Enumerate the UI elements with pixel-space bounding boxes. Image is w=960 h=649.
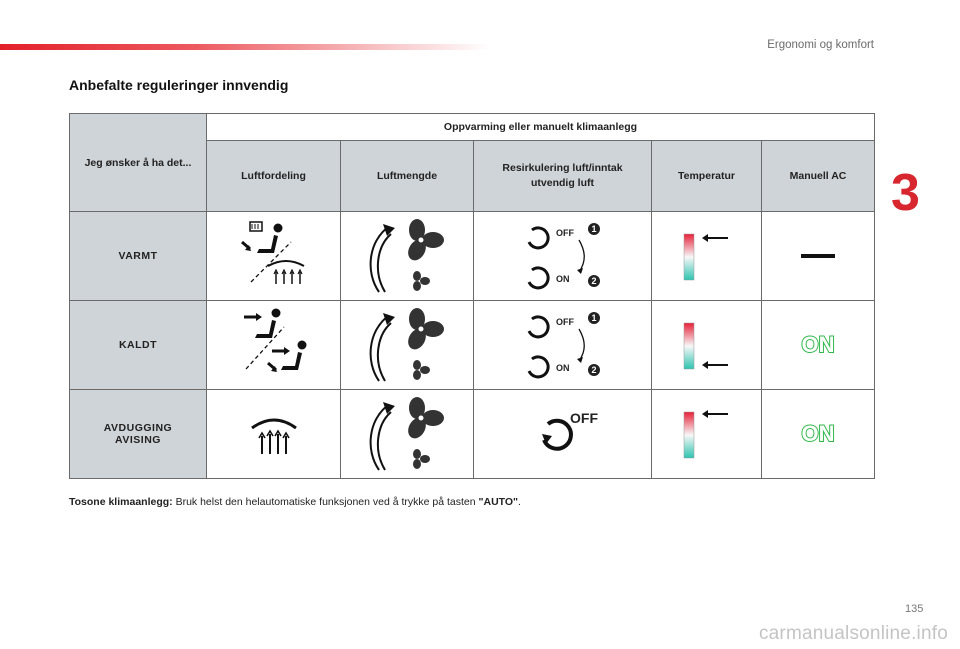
recirc-on-label: ON [556, 274, 570, 284]
table-row: KALDT [69, 300, 875, 390]
recirc-off-demist: OFF [474, 390, 652, 478]
col-header-recirculation: Resirkulering luft/inntak utvendig luft [473, 140, 652, 212]
air-flow-cold-cell [340, 300, 474, 390]
table-row: AVDUGGING AVISING [69, 389, 875, 479]
recirculation-icon [527, 226, 585, 290]
air-flow-warm-cell [340, 211, 474, 301]
air-distribution-cold-cell [206, 300, 341, 390]
recirculation-demist-cell: OFF [473, 389, 652, 479]
ac-on-label: ON [801, 420, 836, 447]
row-label-demist-line1: AVDUGGING [103, 422, 173, 434]
note-end: . [518, 496, 521, 508]
temperature-cold-cell [651, 300, 762, 390]
page-number: 135 [905, 603, 924, 615]
note-text: Bruk helst den helautomatiske funksjonen… [172, 496, 479, 508]
recirculation-icon [527, 315, 585, 379]
ac-on-label: ON [801, 331, 836, 358]
note-auto-key: "AUTO" [478, 496, 519, 508]
col-header-manual-ac: Manuell AC [761, 140, 875, 212]
temperature-warm-cell [651, 211, 762, 301]
row-label-cold: KALDT [69, 300, 207, 390]
note-bold-label: Tosone klimaanlegg: [69, 496, 173, 508]
chapter-number: 3 [891, 164, 920, 222]
air-distribution-feet-windscreen-icon [240, 221, 304, 284]
temperature-gauge-cold-icon [683, 322, 728, 370]
recirc-on-label: ON [556, 363, 570, 373]
manual-ac-warm-cell [761, 211, 875, 301]
table-row: VARMT [69, 211, 875, 301]
fan-speed-high-icon [369, 219, 444, 293]
watermark: carmanualsonline.info [758, 623, 948, 644]
step-1-badge: 1 [588, 312, 600, 324]
col-header-air-flow: Luftmengde [340, 140, 474, 212]
recirc-off-label: OFF [556, 317, 574, 327]
fan-speed-high-icon [369, 308, 444, 382]
row-label-warm: VARMT [69, 211, 207, 301]
col-header-recirculation-label: Resirkulering luft/inntak utvendig luft [502, 162, 623, 189]
fan-speed-high-icon [369, 397, 444, 471]
recirculation-icon [542, 418, 573, 451]
recirculation-cold-cell: OFF ON 1 2 [473, 300, 652, 390]
temperature-demist-cell [651, 389, 762, 479]
manual-ac-demist-cell: ON [761, 389, 875, 479]
step-2-badge: 2 [588, 275, 600, 287]
header-red-bar [0, 44, 490, 50]
recirculation-warm-cell: OFF ON 1 2 [473, 211, 652, 301]
section-header: Ergonomi og komfort [767, 39, 874, 51]
step-1-badge: 1 [588, 223, 600, 235]
air-distribution-face-feet-icon [243, 308, 306, 372]
recirc-sequence-cold: OFF ON 1 2 [474, 301, 652, 389]
recirc-off-label: OFF [570, 410, 598, 426]
col-header-temperature: Temperatur [651, 140, 762, 212]
air-flow-demist-cell [340, 389, 474, 479]
ac-off-dash-icon [801, 254, 835, 258]
group-header: Oppvarming eller manuelt klimaanlegg [206, 113, 875, 141]
temperature-gauge-hot-icon [683, 233, 728, 281]
dual-zone-note: Tosone klimaanlegg: Bruk helst den helau… [69, 496, 521, 508]
air-distribution-warm-cell [206, 211, 341, 301]
col-header-air-distribution: Luftfordeling [206, 140, 341, 212]
settings-table: Jeg ønsker å ha det... Oppvarming eller … [69, 113, 875, 479]
air-distribution-demist-cell [206, 389, 341, 479]
row-label-demist: AVDUGGING AVISING [69, 389, 207, 479]
windscreen-demist-icon [250, 418, 297, 454]
temperature-gauge-hot-icon [683, 410, 728, 459]
manual-ac-cold-cell: ON [761, 300, 875, 390]
recirc-off-label: OFF [556, 228, 574, 238]
step-2-badge: 2 [588, 364, 600, 376]
row-label-demist-line2: AVISING [115, 434, 161, 446]
page-title: Anbefalte reguleringer innvendig [69, 77, 289, 93]
corner-header: Jeg ønsker å ha det... [69, 113, 207, 212]
recirc-sequence-warm: OFF ON 1 2 [474, 212, 652, 300]
